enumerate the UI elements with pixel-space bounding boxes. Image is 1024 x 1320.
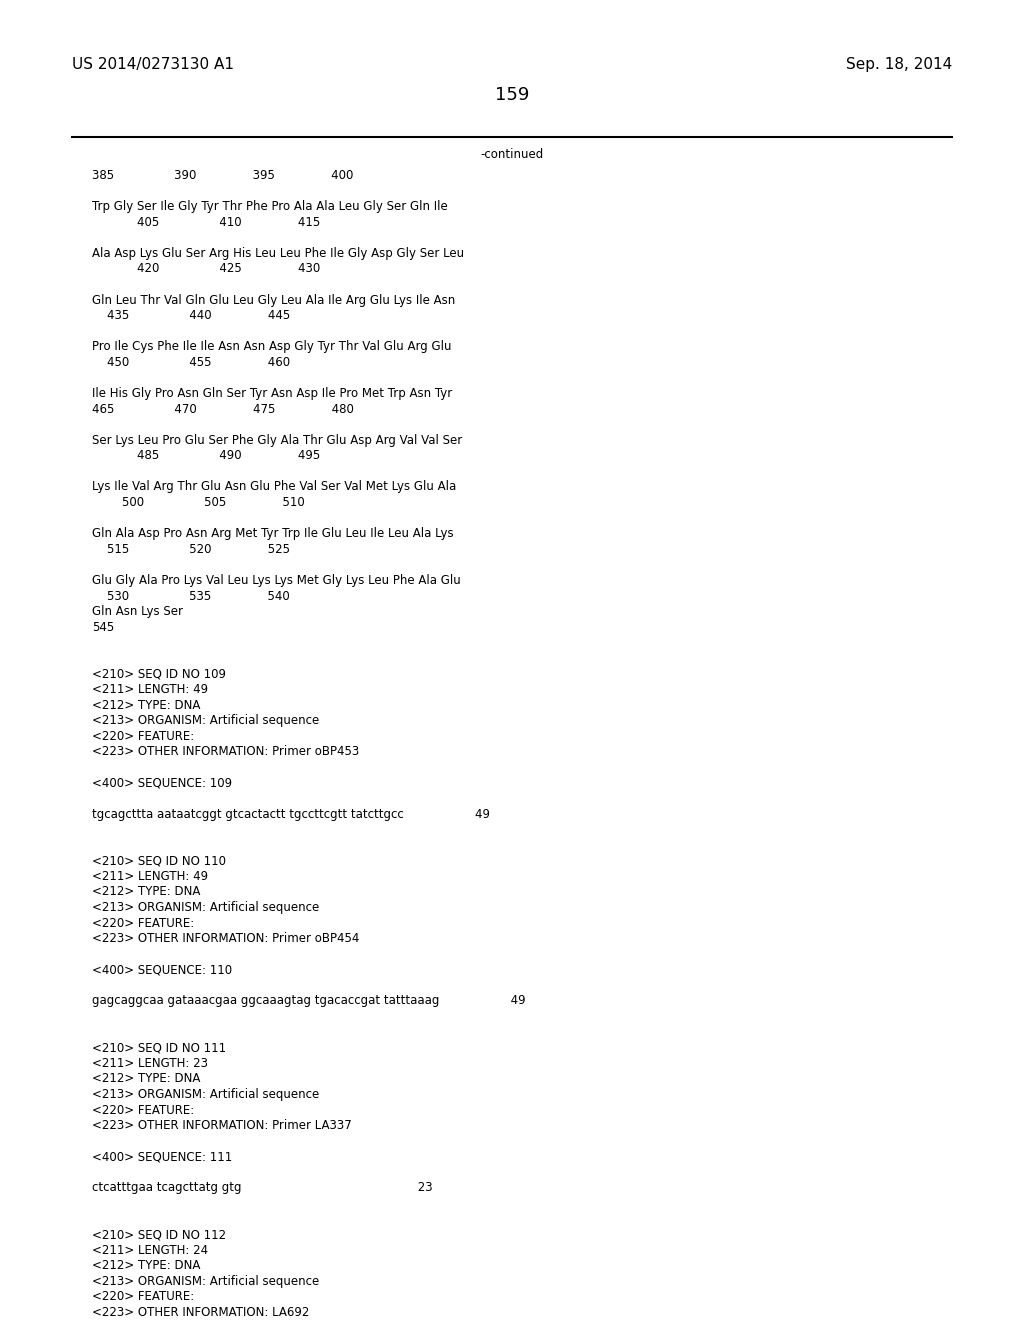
Text: -continued: -continued — [480, 148, 544, 161]
Text: <211> LENGTH: 49: <211> LENGTH: 49 — [92, 682, 208, 696]
Text: <212> TYPE: DNA: <212> TYPE: DNA — [92, 1259, 201, 1272]
Text: 159: 159 — [495, 86, 529, 104]
Text: 405                410               415: 405 410 415 — [92, 215, 321, 228]
Text: <223> OTHER INFORMATION: Primer LA337: <223> OTHER INFORMATION: Primer LA337 — [92, 1119, 352, 1133]
Text: <212> TYPE: DNA: <212> TYPE: DNA — [92, 886, 201, 899]
Text: <213> ORGANISM: Artificial sequence: <213> ORGANISM: Artificial sequence — [92, 902, 319, 913]
Text: Sep. 18, 2014: Sep. 18, 2014 — [846, 57, 952, 71]
Text: <220> FEATURE:: <220> FEATURE: — [92, 916, 195, 929]
Text: Pro Ile Cys Phe Ile Ile Asn Asn Asp Gly Tyr Thr Val Glu Arg Glu: Pro Ile Cys Phe Ile Ile Asn Asn Asp Gly … — [92, 341, 452, 354]
Text: gagcaggcaa gataaacgaa ggcaaagtag tgacaccgat tatttaaag                   49: gagcaggcaa gataaacgaa ggcaaagtag tgacacc… — [92, 994, 525, 1007]
Text: 530                535               540: 530 535 540 — [92, 590, 290, 602]
Text: <211> LENGTH: 49: <211> LENGTH: 49 — [92, 870, 208, 883]
Text: 515                520               525: 515 520 525 — [92, 543, 290, 556]
Text: 435                440               445: 435 440 445 — [92, 309, 291, 322]
Text: Ser Lys Leu Pro Glu Ser Phe Gly Ala Thr Glu Asp Arg Val Val Ser: Ser Lys Leu Pro Glu Ser Phe Gly Ala Thr … — [92, 434, 463, 446]
Text: <223> OTHER INFORMATION: Primer oBP454: <223> OTHER INFORMATION: Primer oBP454 — [92, 932, 359, 945]
Text: Ala Asp Lys Glu Ser Arg His Leu Leu Phe Ile Gly Asp Gly Ser Leu: Ala Asp Lys Glu Ser Arg His Leu Leu Phe … — [92, 247, 464, 260]
Text: <400> SEQUENCE: 109: <400> SEQUENCE: 109 — [92, 776, 232, 789]
Text: <213> ORGANISM: Artificial sequence: <213> ORGANISM: Artificial sequence — [92, 1275, 319, 1288]
Text: US 2014/0273130 A1: US 2014/0273130 A1 — [72, 57, 233, 71]
Text: ctcatttgaa tcagcttatg gtg                                               23: ctcatttgaa tcagcttatg gtg 23 — [92, 1181, 433, 1195]
Text: 385                390               395               400: 385 390 395 400 — [92, 169, 353, 182]
Text: <210> SEQ ID NO 110: <210> SEQ ID NO 110 — [92, 854, 226, 867]
Text: <400> SEQUENCE: 110: <400> SEQUENCE: 110 — [92, 964, 232, 977]
Text: 450                455               460: 450 455 460 — [92, 356, 290, 368]
Text: <211> LENGTH: 23: <211> LENGTH: 23 — [92, 1057, 208, 1069]
Text: 485                490               495: 485 490 495 — [92, 449, 321, 462]
Text: <210> SEQ ID NO 109: <210> SEQ ID NO 109 — [92, 668, 226, 680]
Text: 420                425               430: 420 425 430 — [92, 263, 321, 276]
Text: 500                505               510: 500 505 510 — [92, 496, 305, 510]
Text: Gln Asn Lys Ser: Gln Asn Lys Ser — [92, 605, 183, 618]
Text: Ile His Gly Pro Asn Gln Ser Tyr Asn Asp Ile Pro Met Trp Asn Tyr: Ile His Gly Pro Asn Gln Ser Tyr Asn Asp … — [92, 387, 453, 400]
Text: Glu Gly Ala Pro Lys Val Leu Lys Lys Met Gly Lys Leu Phe Ala Glu: Glu Gly Ala Pro Lys Val Leu Lys Lys Met … — [92, 574, 461, 587]
Text: Gln Ala Asp Pro Asn Arg Met Tyr Trp Ile Glu Leu Ile Leu Ala Lys: Gln Ala Asp Pro Asn Arg Met Tyr Trp Ile … — [92, 527, 454, 540]
Text: <223> OTHER INFORMATION: LA692: <223> OTHER INFORMATION: LA692 — [92, 1305, 309, 1319]
Text: 545: 545 — [92, 620, 115, 634]
Text: Gln Leu Thr Val Gln Glu Leu Gly Leu Ala Ile Arg Glu Lys Ile Asn: Gln Leu Thr Val Gln Glu Leu Gly Leu Ala … — [92, 293, 456, 306]
Text: <220> FEATURE:: <220> FEATURE: — [92, 730, 195, 743]
Text: <213> ORGANISM: Artificial sequence: <213> ORGANISM: Artificial sequence — [92, 714, 319, 727]
Text: <210> SEQ ID NO 111: <210> SEQ ID NO 111 — [92, 1041, 226, 1055]
Text: <220> FEATURE:: <220> FEATURE: — [92, 1104, 195, 1117]
Text: <400> SEQUENCE: 111: <400> SEQUENCE: 111 — [92, 1150, 232, 1163]
Text: <212> TYPE: DNA: <212> TYPE: DNA — [92, 698, 201, 711]
Text: <210> SEQ ID NO 112: <210> SEQ ID NO 112 — [92, 1228, 226, 1241]
Text: 465                470               475               480: 465 470 475 480 — [92, 403, 354, 416]
Text: <211> LENGTH: 24: <211> LENGTH: 24 — [92, 1243, 208, 1257]
Text: <223> OTHER INFORMATION: Primer oBP453: <223> OTHER INFORMATION: Primer oBP453 — [92, 746, 359, 758]
Text: tgcagcttta aataatcggt gtcactactt tgccttcgtt tatcttgcc                   49: tgcagcttta aataatcggt gtcactactt tgccttc… — [92, 808, 490, 821]
Text: <220> FEATURE:: <220> FEATURE: — [92, 1291, 195, 1303]
Text: <213> ORGANISM: Artificial sequence: <213> ORGANISM: Artificial sequence — [92, 1088, 319, 1101]
Text: <212> TYPE: DNA: <212> TYPE: DNA — [92, 1072, 201, 1085]
Text: Lys Ile Val Arg Thr Glu Asn Glu Phe Val Ser Val Met Lys Glu Ala: Lys Ile Val Arg Thr Glu Asn Glu Phe Val … — [92, 480, 457, 494]
Text: Trp Gly Ser Ile Gly Tyr Thr Phe Pro Ala Ala Leu Gly Ser Gln Ile: Trp Gly Ser Ile Gly Tyr Thr Phe Pro Ala … — [92, 201, 447, 213]
